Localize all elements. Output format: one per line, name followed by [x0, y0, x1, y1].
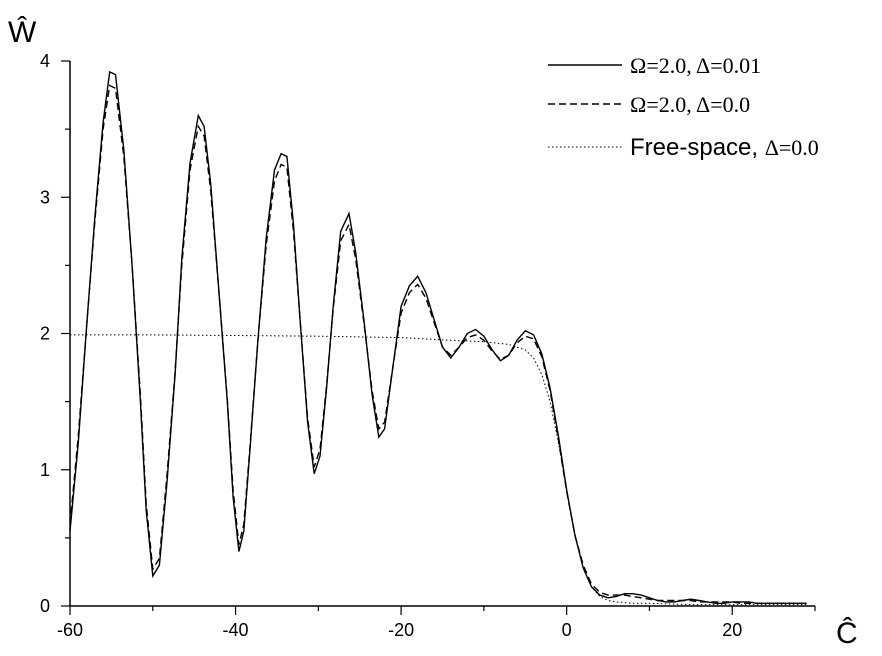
series-line-dashed	[69, 84, 807, 604]
series-layer	[69, 70, 807, 606]
y-tick-label: 0	[40, 596, 50, 616]
x-tick-label: 20	[722, 620, 742, 640]
legend: Ω=2.0, Δ=0.01 Ω=2.0, Δ=0.0 Free-space, Δ=0…	[548, 53, 819, 161]
y-tick-label: 4	[40, 51, 50, 71]
x-tick-label: -40	[223, 620, 249, 640]
legend-label: Free-space, Δ=0.0	[630, 134, 819, 161]
axes: -60 -40 -20 0 20 0 1 2 3 4	[40, 51, 816, 640]
x-tick-label: 0	[562, 620, 572, 640]
series-line-dotted	[70, 334, 807, 606]
y-tick-label: 2	[40, 324, 50, 344]
x-tick-label: -20	[388, 620, 414, 640]
y-tick-label: 1	[40, 460, 50, 480]
x-tick-label: -60	[57, 620, 83, 640]
x-axis-title: Ĉ	[836, 616, 858, 650]
y-tick-label: 3	[40, 187, 50, 207]
y-axis-title: Ŵ	[8, 16, 37, 49]
legend-label: Ω=2.0, Δ=0.01	[630, 53, 761, 78]
legend-label: Ω=2.0, Δ=0.0	[630, 92, 750, 117]
